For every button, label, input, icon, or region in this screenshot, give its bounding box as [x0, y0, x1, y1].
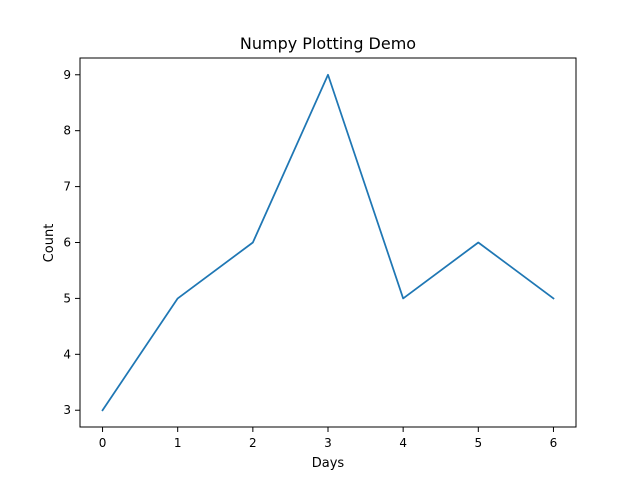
y-tick-label: 5: [63, 291, 71, 305]
y-tick-label: 8: [63, 124, 71, 138]
x-tick-label: 6: [550, 436, 558, 450]
y-tick-label: 9: [63, 68, 71, 82]
x-tick-label: 1: [174, 436, 182, 450]
y-tick-label: 4: [63, 347, 71, 361]
x-tick-label: 5: [474, 436, 482, 450]
y-tick-label: 3: [63, 403, 71, 417]
chart-title: Numpy Plotting Demo: [240, 34, 416, 53]
y-axis-label: Count: [42, 224, 57, 263]
y-tick-label: 7: [63, 180, 71, 194]
x-axis-label: Days: [312, 456, 345, 471]
y-tick-label: 6: [63, 236, 71, 250]
x-tick-label: 4: [399, 436, 407, 450]
plot-area: 0 1 2 3 4 5 6 3 4 5 6 7 8 9: [63, 57, 577, 450]
x-tick-label: 2: [249, 436, 257, 450]
series-line: [101, 73, 555, 412]
x-tick-label: 3: [324, 436, 332, 450]
x-tick-label: 0: [99, 436, 107, 450]
